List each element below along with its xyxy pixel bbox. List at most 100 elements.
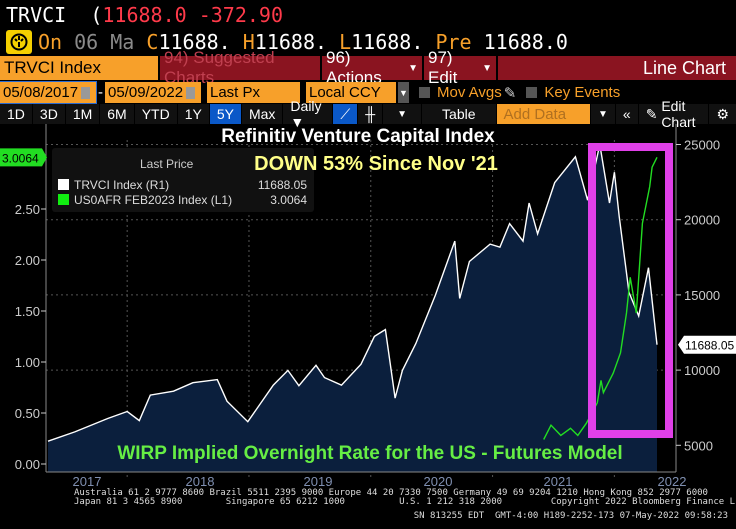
right-tick-label: 10000 xyxy=(684,363,720,378)
suggested-charts-button[interactable]: 94) Suggested Charts xyxy=(160,48,322,87)
chart-title: Refinitiv Venture Capital Index xyxy=(221,126,495,147)
period-3d[interactable]: 3D xyxy=(33,104,66,124)
period-bar: 1D 3D 1M 6M YTD 1Y 5Y Max Daily ▼ ⟋ ╫ ▼ Table A… xyxy=(0,98,736,130)
footer-line-1: Australia 61 2 9777 8600 Brazil 5511 239… xyxy=(74,488,708,498)
dropdown-icon: ▼ xyxy=(408,62,418,74)
chart-type-label[interactable]: Line Chart xyxy=(642,57,726,78)
settings-gear-icon[interactable]: ⚙ xyxy=(716,105,729,122)
pre-label: Pre xyxy=(435,30,472,54)
left-tick-label: 0.50 xyxy=(15,406,40,421)
period-1d[interactable]: 1D xyxy=(0,104,33,124)
right-tick-label: 25000 xyxy=(684,138,720,153)
toolbar: TRVCI Index 94) Suggested Charts 96) Act… xyxy=(0,48,736,87)
close-value: 11688. xyxy=(158,30,231,54)
currency-select[interactable]: Local CCY xyxy=(306,82,396,103)
pencil-icon: ✎ xyxy=(645,105,658,122)
quote-line: On 06 Ma C 11688. H 11688. L 11688. Pre 116… xyxy=(6,30,568,54)
legend-swatch xyxy=(58,194,69,205)
left-tick-label: 1.50 xyxy=(15,304,40,319)
right-tick-label: 20000 xyxy=(684,213,720,228)
edit-chart-button[interactable]: ✎ Edit Chart xyxy=(639,98,710,130)
currency-dropdown-icon[interactable]: ▼ xyxy=(398,82,409,103)
chart-area[interactable]: 0.00 0.50 1.00 1.50 2.00 2.50 5000 10000 15000 20… xyxy=(0,124,736,488)
legend-box xyxy=(52,148,314,212)
x-tick-label: 2020 xyxy=(424,474,453,488)
footer-line-2: Japan 81 3 4565 8900 Singapore 65 6212 1… xyxy=(74,497,736,507)
legend-value: 3.0064 xyxy=(270,193,307,207)
legend-item: US0AFR FEB2023 Index (L1) xyxy=(74,193,232,207)
trvci-area xyxy=(48,144,657,472)
calendar-icon[interactable] xyxy=(81,86,91,99)
line-chart-icon[interactable]: ⟋ xyxy=(333,104,359,124)
paren: ( xyxy=(90,3,103,27)
period-1y[interactable]: 1Y xyxy=(178,104,210,124)
key-events-checkbox[interactable] xyxy=(526,87,538,98)
chart-note: WIRP Implied Overnight Rate for the US -… xyxy=(117,443,622,464)
legend-value: 11688.05 xyxy=(258,178,307,192)
trvci-last-tag-label: 11688.05 xyxy=(685,339,734,353)
filter-icon[interactable]: ▼ xyxy=(591,104,616,124)
pencil-icon[interactable]: ✎ xyxy=(503,84,517,102)
footer-session-info: SN 813255 EDT GMT-4:00 H189-2252-173 07-… xyxy=(413,511,728,521)
start-date: 05/08/2017 xyxy=(3,84,79,101)
pre-value: 11688.0 xyxy=(483,30,568,54)
x-tick-label: 2017 xyxy=(73,474,102,488)
end-date-input[interactable]: 05/09/2022 xyxy=(105,82,201,103)
trvci-last-tag xyxy=(678,335,736,354)
last-price: 11688.0 xyxy=(102,3,187,27)
x-tick-label: 2022 xyxy=(658,474,687,488)
calendar-icon[interactable] xyxy=(186,86,196,99)
footer-contacts: Australia 61 2 9777 8600 Brazil 5511 239… xyxy=(74,489,736,507)
highlight-box xyxy=(588,143,673,438)
dropdown-icon[interactable]: ▼ xyxy=(383,104,423,124)
chart-subtitle: DOWN 53% Since Nov '21 xyxy=(254,153,498,175)
right-tick-label: 15000 xyxy=(684,288,720,303)
mov-avgs-checkbox[interactable] xyxy=(419,87,430,98)
period-1m[interactable]: 1M xyxy=(66,104,101,124)
period-5y[interactable]: 5Y xyxy=(209,104,242,124)
x-tick-label: 2019 xyxy=(304,474,333,488)
currency-label: Local CCY xyxy=(309,84,381,101)
period-6m[interactable]: 6M xyxy=(100,104,135,124)
edit-button[interactable]: 97) Edit ▼ xyxy=(424,48,498,87)
price-change: -372.90 xyxy=(198,3,283,27)
ticker-header: TRVCI (11688.0 -372.90 xyxy=(6,3,283,27)
on-label: On xyxy=(38,30,63,54)
period-max[interactable]: Max xyxy=(242,104,284,124)
collapse-icon[interactable]: « xyxy=(616,104,639,124)
low-label: L xyxy=(339,30,352,54)
table-button[interactable]: Table xyxy=(422,104,497,124)
rate-last-tag-label: 3.0064 xyxy=(2,151,39,165)
left-tick-label: 0.00 xyxy=(15,457,40,472)
legend-header: Last Price xyxy=(140,157,194,171)
left-tick-label: 2.00 xyxy=(15,253,40,268)
add-data-input[interactable]: Add Data xyxy=(496,104,591,124)
left-tick-label: 1.00 xyxy=(15,355,40,370)
actions-button[interactable]: 96) Actions ▼ xyxy=(322,48,424,87)
gauge-icon[interactable] xyxy=(6,30,32,54)
x-tick-label: 2021 xyxy=(544,474,573,488)
low-value: 11688. xyxy=(351,30,424,54)
mov-avgs-label: Mov Avgs xyxy=(437,84,502,101)
field-select[interactable]: Last Px xyxy=(207,82,300,103)
period-ytd[interactable]: YTD xyxy=(135,104,178,124)
key-events-label: Key Events xyxy=(544,84,621,101)
legend-item: TRVCI Index (R1) xyxy=(74,178,169,192)
trvci-line xyxy=(47,144,658,442)
start-date-input[interactable]: 05/08/2017 xyxy=(0,81,97,104)
x-tick-label: 2018 xyxy=(186,474,215,488)
ticker: TRVCI xyxy=(6,3,67,27)
frequency-select[interactable]: Daily ▼ xyxy=(283,98,334,130)
edit-chart-label: Edit Chart xyxy=(661,98,696,130)
range-bar: 05/08/2017 - 05/09/2022 Last Px Local CC… xyxy=(0,81,621,104)
security-input[interactable]: TRVCI Index xyxy=(0,56,160,80)
close-label: C xyxy=(146,30,159,54)
dropdown-icon: ▼ xyxy=(482,62,492,74)
left-tick-label: 2.50 xyxy=(15,202,40,217)
rate-line xyxy=(543,156,658,440)
bar-chart-icon[interactable]: ╫ xyxy=(358,104,384,124)
edit-label: 97) Edit xyxy=(428,48,458,87)
date-dash: - xyxy=(98,84,103,101)
high-value: 11688. xyxy=(254,30,328,54)
legend-swatch xyxy=(58,179,69,190)
